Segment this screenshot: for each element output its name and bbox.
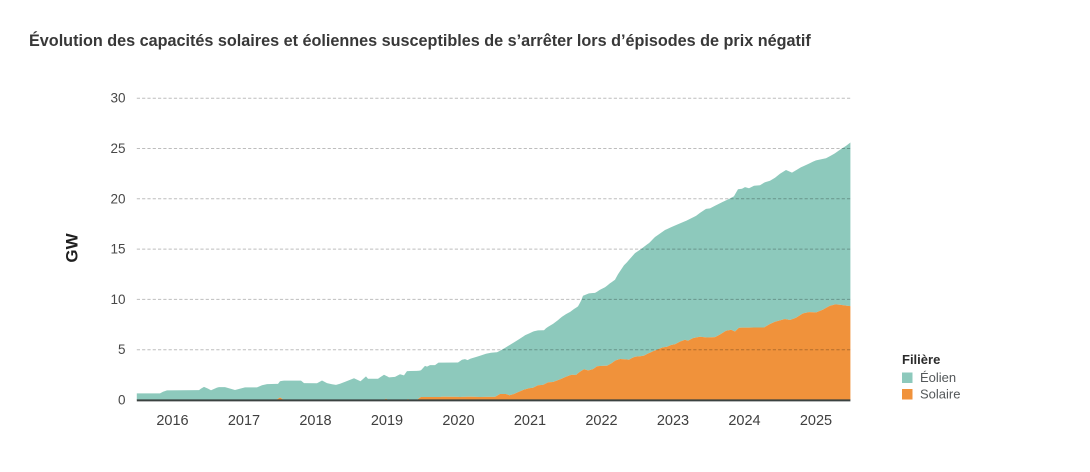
svg-text:2018: 2018 bbox=[299, 413, 331, 429]
svg-text:Évolution des capacités solair: Évolution des capacités solaires et éoli… bbox=[29, 31, 811, 50]
svg-text:10: 10 bbox=[110, 292, 125, 307]
svg-text:Solaire: Solaire bbox=[920, 387, 960, 402]
svg-text:0: 0 bbox=[118, 393, 126, 408]
svg-text:GW: GW bbox=[63, 232, 82, 262]
svg-text:2022: 2022 bbox=[585, 413, 617, 429]
svg-text:2020: 2020 bbox=[442, 413, 474, 429]
svg-text:2016: 2016 bbox=[156, 413, 188, 429]
svg-text:Éolien: Éolien bbox=[920, 370, 956, 385]
svg-text:5: 5 bbox=[118, 342, 126, 357]
svg-text:2023: 2023 bbox=[657, 413, 689, 429]
svg-text:2017: 2017 bbox=[228, 413, 260, 429]
svg-text:30: 30 bbox=[110, 91, 125, 106]
svg-text:2024: 2024 bbox=[728, 413, 760, 429]
svg-text:15: 15 bbox=[110, 242, 125, 257]
svg-text:2019: 2019 bbox=[371, 413, 403, 429]
svg-text:25: 25 bbox=[110, 141, 125, 156]
svg-text:2025: 2025 bbox=[800, 413, 832, 429]
svg-text:2021: 2021 bbox=[514, 413, 546, 429]
svg-text:20: 20 bbox=[110, 191, 125, 206]
svg-text:Filière: Filière bbox=[902, 352, 940, 367]
